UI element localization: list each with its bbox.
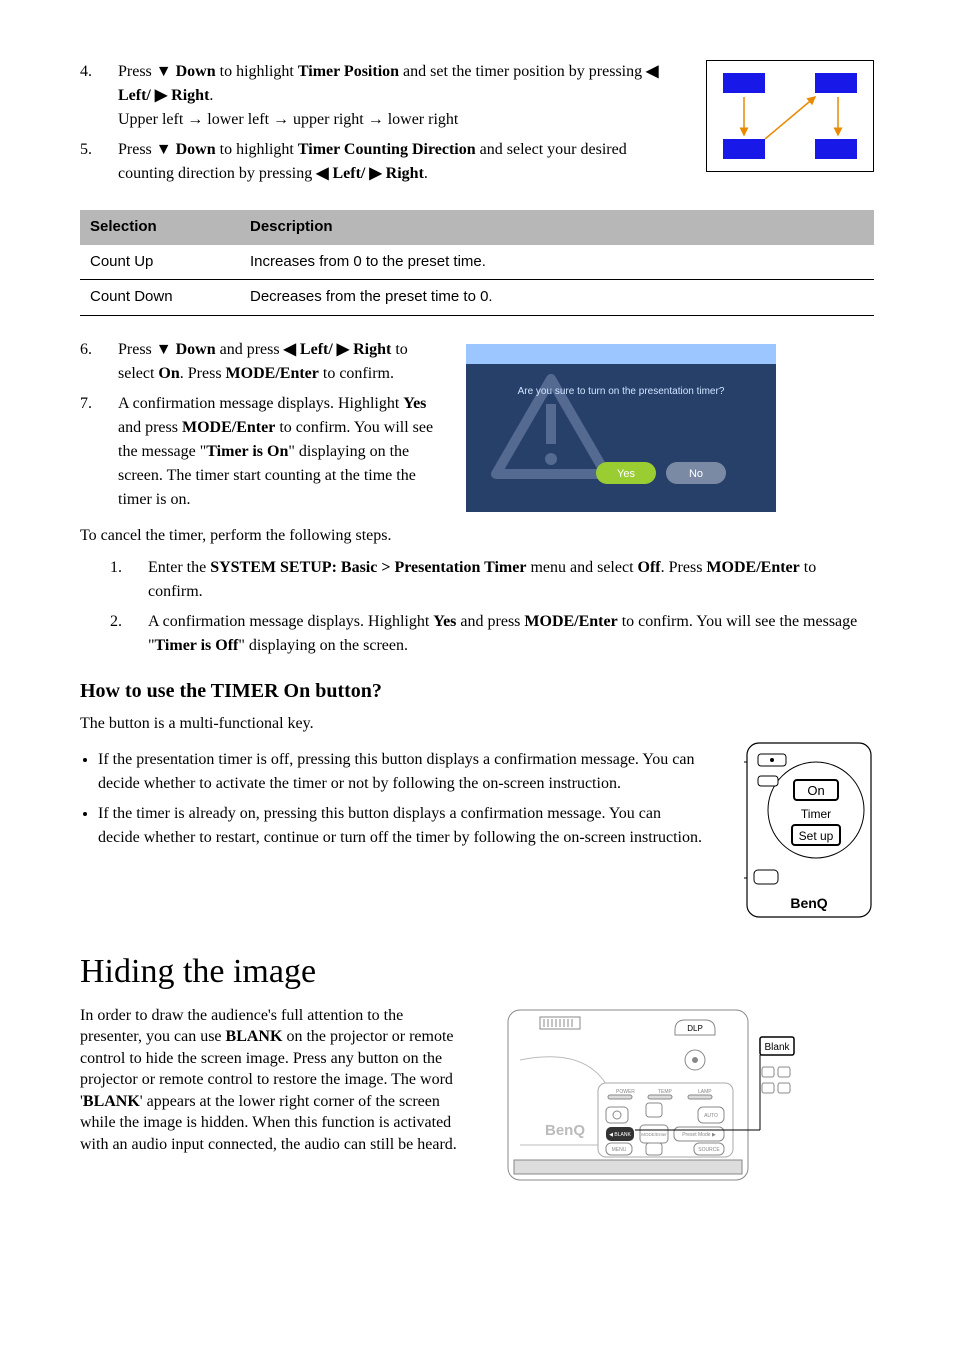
timer-button-intro: The button is a multi-functional key. <box>80 712 874 736</box>
svg-text:Blank: Blank <box>764 1042 790 1053</box>
cancel-step-1: 1. Enter the SYSTEM SETUP: Basic > Prese… <box>110 556 874 604</box>
counting-direction-table: Selection Description Count UpIncreases … <box>80 210 874 316</box>
svg-text:LAMP: LAMP <box>698 1089 712 1095</box>
svg-text:TEMP: TEMP <box>658 1089 673 1095</box>
svg-text:On: On <box>807 783 824 798</box>
table-row: Count DownDecreases from the preset time… <box>80 280 874 316</box>
svg-text:Timer: Timer <box>801 807 831 821</box>
confirm-dialog-diagram: Are you sure to turn on the presentation… <box>466 344 776 520</box>
svg-text:AUTO: AUTO <box>704 1113 718 1119</box>
table-row: Count UpIncreases from 0 to the preset t… <box>80 245 874 280</box>
table-head-selection: Selection <box>80 210 240 245</box>
svg-text:Yes: Yes <box>617 468 635 480</box>
cancel-step-2: 2. A confirmation message displays. High… <box>110 610 874 658</box>
svg-text:Preset Mode ▶: Preset Mode ▶ <box>682 1132 716 1138</box>
bullet-1: If the presentation timer is off, pressi… <box>98 748 704 796</box>
projector-diagram: DLP BenQ POWER TEMP LAMP <box>500 1005 800 1213</box>
cancel-intro: To cancel the timer, perform the followi… <box>80 524 874 548</box>
position-flow: Upper left → lower left → upper right → … <box>118 111 458 128</box>
svg-text:MODE/Enter: MODE/Enter <box>641 1132 667 1137</box>
svg-text:POWER: POWER <box>616 1089 635 1095</box>
arrows-svg <box>707 61 875 173</box>
step-7: 7. A confirmation message displays. High… <box>80 392 440 512</box>
bullet-2: If the timer is already on, pressing thi… <box>98 802 704 850</box>
svg-text:MENU: MENU <box>612 1147 627 1153</box>
timer-button-heading: How to use the TIMER On button? <box>80 676 874 706</box>
section-confirm: 6. Press ▼ Down and press ◀ Left/ ▶ Righ… <box>80 338 874 520</box>
section-hiding: In order to draw the audience's full att… <box>80 1005 874 1213</box>
step-6: 6. Press ▼ Down and press ◀ Left/ ▶ Righ… <box>80 338 440 386</box>
section-timer-button: If the presentation timer is off, pressi… <box>80 740 874 928</box>
svg-text:Set up: Set up <box>799 829 834 843</box>
cancel-steps: 1. Enter the SYSTEM SETUP: Basic > Prese… <box>110 556 874 658</box>
table-head-description: Description <box>240 210 874 245</box>
svg-text:BenQ: BenQ <box>790 895 827 911</box>
svg-text:DLP: DLP <box>687 1024 703 1033</box>
hiding-heading: Hiding the image <box>80 946 874 997</box>
step-5: 5. Press ▼ Down to highlight Timer Count… <box>80 138 686 186</box>
remote-diagram: On Timer Set up BenQ <box>744 740 874 928</box>
svg-text:SOURCE: SOURCE <box>698 1147 720 1153</box>
steps-4-5: 4. Press ▼ Down to highlight Timer Posit… <box>80 60 686 186</box>
step-4: 4. Press ▼ Down to highlight Timer Posit… <box>80 60 686 132</box>
svg-text:Are you sure to turn on the pr: Are you sure to turn on the presentation… <box>518 386 725 397</box>
position-diagram <box>706 60 874 172</box>
svg-text:◀ BLANK: ◀ BLANK <box>609 1132 631 1138</box>
svg-text:No: No <box>689 468 703 480</box>
svg-text:BenQ: BenQ <box>545 1122 585 1139</box>
section-timer-position: 4. Press ▼ Down to highlight Timer Posit… <box>80 60 874 192</box>
